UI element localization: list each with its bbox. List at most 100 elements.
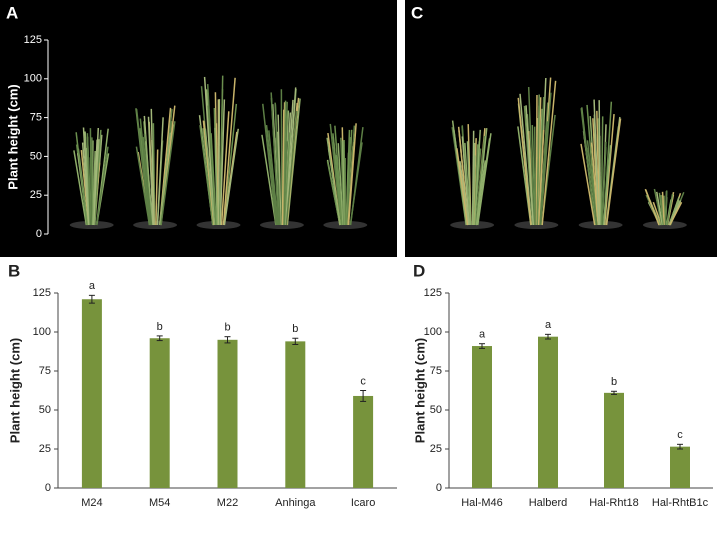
x-tick-label: Hal-Rht18 (589, 497, 639, 509)
y-tick-label: 50 (30, 150, 42, 162)
pot (323, 221, 368, 229)
plant-stem (533, 126, 537, 226)
y-tick-label: 100 (424, 326, 442, 338)
pot (133, 221, 178, 229)
plant-stem (601, 141, 607, 226)
x-tick-label: M54 (149, 497, 170, 509)
bar (604, 392, 624, 488)
plant-stem (219, 99, 226, 226)
plant-stem (476, 138, 491, 226)
panel-label: B (8, 261, 20, 280)
plant-stem (661, 191, 665, 226)
significance-letter: b (157, 321, 163, 333)
pot (196, 221, 241, 229)
y-tick-label: 25 (30, 189, 42, 201)
plant-stem (580, 108, 596, 226)
pot (514, 221, 559, 229)
significance-letter: a (89, 280, 96, 292)
plant-stem (517, 97, 532, 226)
plant-stem (473, 129, 482, 226)
plant-stem (345, 129, 351, 226)
panel-label: D (413, 261, 425, 280)
pot (69, 221, 114, 229)
y-tick-label: 125 (424, 287, 442, 299)
plant-stem (156, 117, 164, 226)
x-tick-label: M22 (217, 497, 238, 509)
y-tick-label: 125 (24, 34, 42, 46)
plant-stem (539, 92, 552, 226)
plant-stem (270, 92, 280, 226)
plant-stem (605, 118, 622, 226)
plant-stem (538, 121, 549, 226)
plant-stem (664, 190, 668, 226)
x-tick-label: Halberd (529, 497, 568, 509)
plant-stem (220, 111, 230, 226)
plant-stem (81, 142, 90, 226)
bar (472, 346, 492, 488)
plant-stem (199, 125, 214, 226)
plant-stem (268, 130, 279, 226)
plant-stem (147, 116, 154, 226)
plant-stem (603, 113, 615, 226)
plant-stem (602, 145, 612, 226)
plant-stem (537, 129, 545, 226)
plant-stem (145, 141, 154, 226)
plant-stem (160, 121, 176, 226)
plant-stem (219, 75, 224, 226)
plant-stem (274, 102, 281, 226)
plant-stem (327, 148, 341, 226)
x-tick-label: Icaro (351, 497, 375, 509)
plant-stem (472, 155, 476, 226)
significance-letter: c (677, 429, 683, 441)
plant-stem (586, 140, 598, 226)
plant-stem (451, 120, 468, 226)
plant-stem (593, 99, 600, 226)
plant-stem (73, 150, 88, 226)
photo (0, 0, 397, 257)
plant-stem (644, 188, 660, 226)
plant-stem (150, 108, 155, 226)
pot (578, 221, 623, 229)
plant-stem (281, 109, 285, 226)
plant-stem (75, 132, 88, 226)
y-tick-label: 50 (39, 404, 51, 416)
plant-stem (658, 192, 664, 226)
pot (259, 221, 304, 229)
significance-letter: a (545, 319, 552, 331)
plant-stem (285, 87, 297, 226)
significance-letter: b (224, 322, 230, 334)
plant-stem (86, 133, 92, 226)
plant-stem (93, 129, 102, 226)
plant-stem (580, 143, 596, 226)
plant-stem (341, 140, 346, 226)
y-tick-label: 0 (36, 228, 42, 240)
plant-stem (283, 132, 291, 226)
plant-stem (284, 99, 294, 226)
x-tick-label: Anhinga (275, 497, 316, 509)
bar (285, 341, 306, 488)
plant-stem (218, 99, 221, 226)
y-axis-label: Plant height (cm) (412, 338, 427, 443)
y-tick-label: 0 (45, 482, 51, 494)
plant-stem (204, 128, 216, 226)
plant-stem (475, 135, 486, 226)
y-tick-label: 100 (24, 73, 42, 85)
plant-stem (531, 125, 536, 226)
x-tick-label: M24 (81, 497, 102, 509)
plant-stem (223, 128, 239, 226)
plant-stem (135, 146, 151, 226)
y-tick-label: 25 (39, 443, 51, 455)
plant-stem (265, 125, 279, 226)
plant-stem (466, 141, 472, 226)
bar (81, 299, 102, 488)
plant-stem (135, 108, 151, 226)
plant-stem (464, 142, 471, 226)
plant-stem (590, 142, 599, 226)
pot (642, 221, 687, 229)
significance-letter: b (292, 323, 298, 335)
x-tick-label: Hal-RhtB1c (652, 497, 709, 509)
significance-letter: b (611, 376, 617, 388)
plant-stem (652, 201, 663, 226)
